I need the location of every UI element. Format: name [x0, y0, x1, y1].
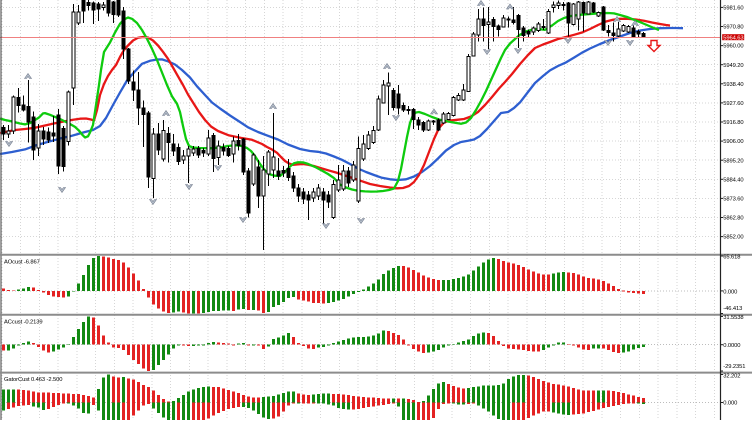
svg-text:0.000: 0.000: [723, 401, 737, 407]
svg-text:0.000: 0.000: [723, 289, 737, 295]
svg-text:5949.20: 5949.20: [723, 63, 743, 69]
svg-text:5852.00: 5852.00: [723, 235, 743, 241]
svg-text:GatorCust 0.463 -2.500: GatorCust 0.463 -2.500: [4, 377, 62, 383]
svg-text:5916.80: 5916.80: [723, 120, 743, 126]
svg-text:65.618: 65.618: [723, 255, 740, 261]
svg-text:5970.80: 5970.80: [723, 25, 743, 31]
svg-text:0.0000: 0.0000: [723, 343, 740, 349]
svg-text:5895.20: 5895.20: [723, 158, 743, 164]
svg-text:5981.60: 5981.60: [723, 6, 743, 12]
svg-text:5927.60: 5927.60: [723, 101, 743, 107]
svg-text:5906.00: 5906.00: [723, 139, 743, 145]
svg-text:5873.60: 5873.60: [723, 197, 743, 203]
svg-text:5960.00: 5960.00: [723, 44, 743, 50]
svg-text:5938.40: 5938.40: [723, 82, 743, 88]
svg-text:-29.2351: -29.2351: [723, 364, 745, 370]
svg-text:ACcust -0.2139: ACcust -0.2139: [4, 319, 43, 325]
svg-text:5884.40: 5884.40: [723, 177, 743, 183]
svg-text:32.202: 32.202: [723, 374, 740, 380]
svg-text:31.5538: 31.5538: [723, 315, 743, 321]
svg-text:5964.63: 5964.63: [723, 36, 743, 42]
svg-text:AOcust -6.867: AOcust -6.867: [4, 259, 40, 265]
svg-text:-46.413: -46.413: [723, 306, 742, 312]
svg-text:5862.80: 5862.80: [723, 216, 743, 222]
